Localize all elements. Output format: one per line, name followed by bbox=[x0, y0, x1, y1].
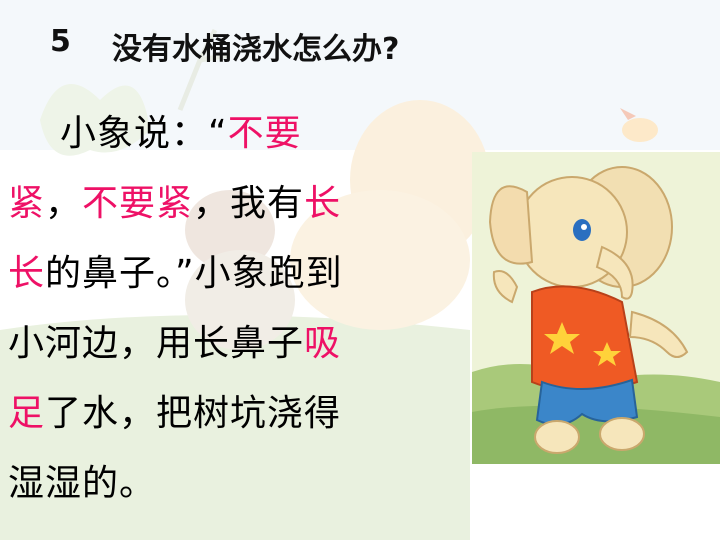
passage-text: 湿湿的。 bbox=[8, 463, 157, 504]
slide-title: 没有水桶浇水怎么办? bbox=[112, 32, 400, 67]
passage-line-2: 紧，不要紧，我有长 bbox=[8, 182, 341, 226]
passage-text: 的鼻子。”小象跑到 bbox=[45, 253, 343, 294]
highlighted-text: 长 bbox=[304, 183, 342, 224]
passage-text: 小象说：“ bbox=[60, 113, 228, 154]
highlighted-text: 不要 bbox=[227, 113, 302, 154]
highlighted-text: 吸 bbox=[304, 323, 342, 364]
highlighted-text: 不要紧 bbox=[82, 183, 194, 224]
highlighted-text: 长 bbox=[8, 253, 46, 294]
passage-text: ， bbox=[45, 183, 83, 224]
elephant-illustration bbox=[472, 152, 720, 464]
passage-text: ，我有 bbox=[193, 183, 305, 224]
passage-text: 小河边，用长鼻子 bbox=[8, 323, 305, 364]
passage-line-5: 足了水，把树坑浇得 bbox=[8, 392, 341, 436]
passage-line-4: 小河边，用长鼻子吸 bbox=[8, 322, 341, 366]
slide-number: 5 bbox=[50, 24, 71, 59]
highlighted-text: 紧 bbox=[8, 183, 46, 224]
passage-text: 了水，把树坑浇得 bbox=[45, 393, 342, 434]
passage-line-3: 长的鼻子。”小象跑到 bbox=[8, 252, 343, 296]
passage-line-6: 湿湿的。 bbox=[8, 462, 156, 506]
highlighted-text: 足 bbox=[8, 393, 46, 434]
passage-line-1: 小象说：“不要 bbox=[60, 112, 302, 156]
